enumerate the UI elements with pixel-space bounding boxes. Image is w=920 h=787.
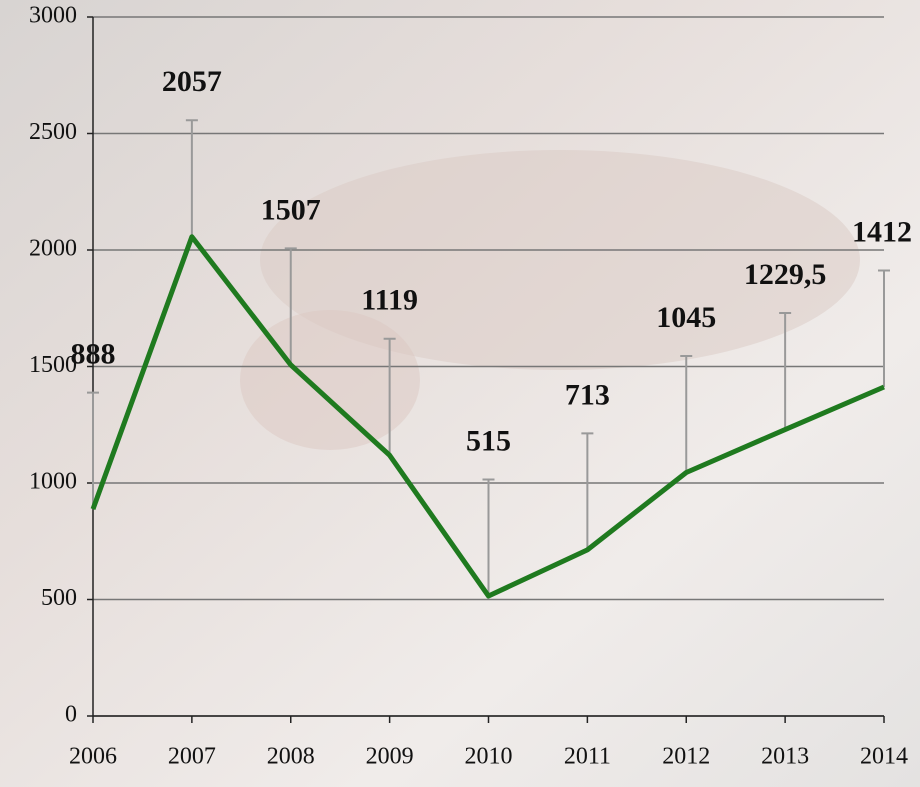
x-tick-label: 2014 xyxy=(860,744,908,770)
value-label: 515 xyxy=(466,424,511,457)
value-label: 1229,5 xyxy=(744,258,827,291)
value-label: 1045 xyxy=(656,301,716,334)
y-tick-label: 2000 xyxy=(29,236,77,262)
chart: 0500100015002000250030002006200720082009… xyxy=(0,0,920,787)
y-tick-label: 2500 xyxy=(29,119,77,145)
value-label: 2057 xyxy=(162,65,222,98)
x-tick-label: 2007 xyxy=(168,744,216,770)
y-tick-label: 0 xyxy=(65,702,77,728)
x-tick-label: 2013 xyxy=(761,744,809,770)
y-tick-label: 3000 xyxy=(29,3,77,29)
value-label: 1412 xyxy=(852,215,912,248)
background xyxy=(0,0,920,787)
x-tick-label: 2009 xyxy=(366,744,414,770)
y-tick-label: 500 xyxy=(41,585,77,611)
value-label: 1119 xyxy=(361,284,418,317)
x-tick-label: 2010 xyxy=(465,744,513,770)
x-tick-label: 2012 xyxy=(662,744,710,770)
x-tick-label: 2008 xyxy=(267,744,315,770)
value-label: 1507 xyxy=(261,193,321,226)
value-label: 713 xyxy=(565,378,610,411)
value-label: 888 xyxy=(71,337,116,370)
x-tick-label: 2011 xyxy=(564,744,611,770)
y-tick-label: 1000 xyxy=(29,469,77,495)
x-tick-label: 2006 xyxy=(69,744,117,770)
page: 0500100015002000250030002006200720082009… xyxy=(0,0,920,787)
